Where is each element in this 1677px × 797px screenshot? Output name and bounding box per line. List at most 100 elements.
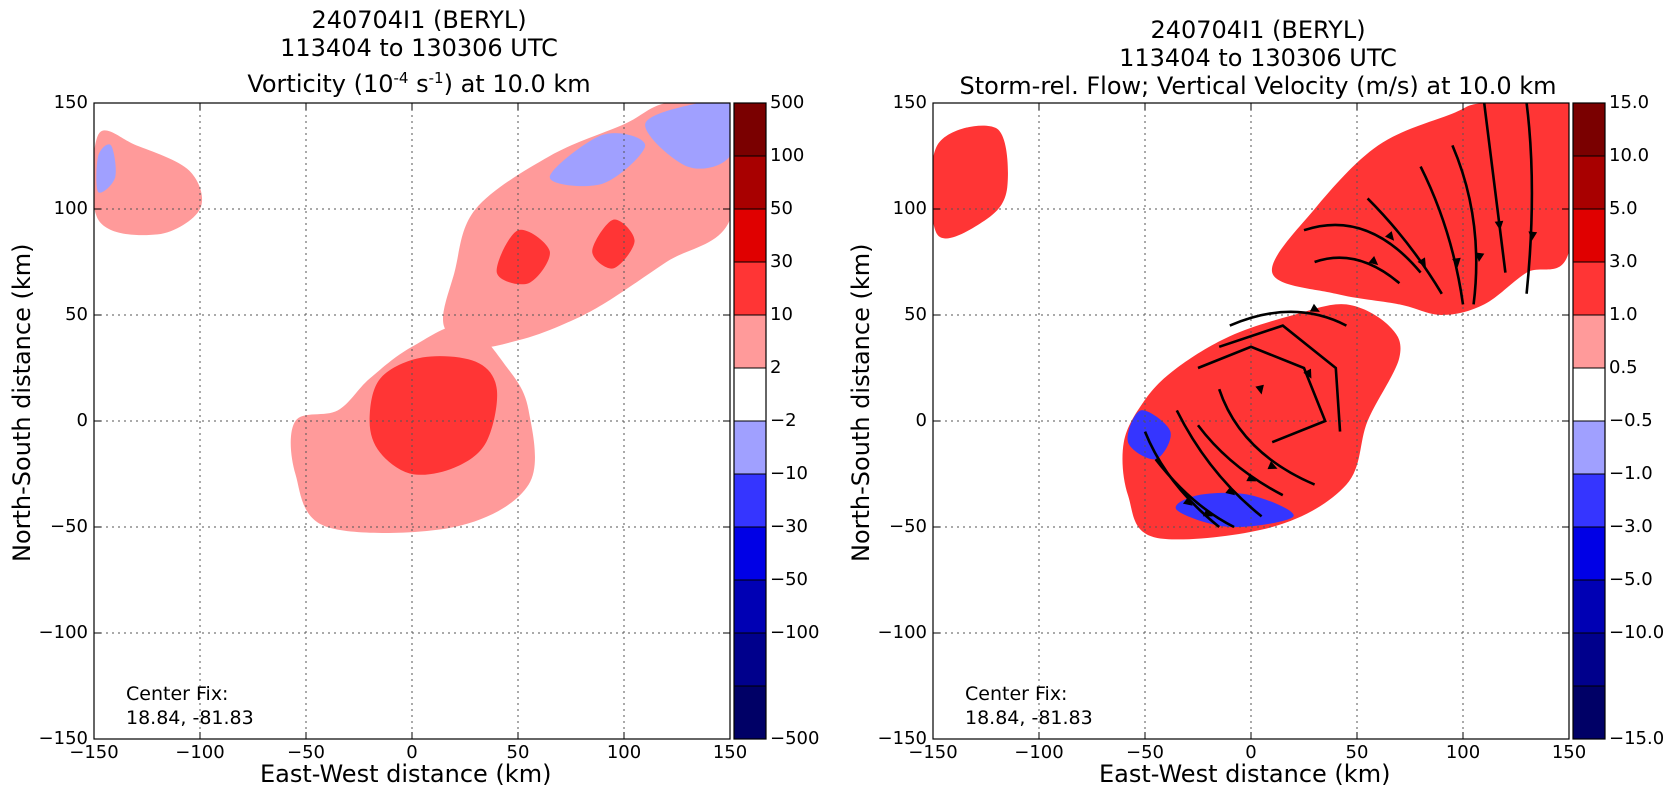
panel-title-line-2: 113404 to 130306 UTC: [1119, 44, 1397, 72]
x-tick-label: 0: [406, 742, 418, 763]
streamline-arrow: [1182, 496, 1193, 506]
colorbar-label: −30: [770, 516, 808, 537]
x-tick-label: 150: [1551, 742, 1587, 763]
x-tick-label: −100: [175, 742, 225, 763]
colorbar-cell: [1573, 527, 1605, 580]
x-tick-label: 100: [1445, 742, 1481, 763]
x-tick-label: 0: [1245, 742, 1257, 763]
center-fix-label: Center Fix:: [126, 683, 229, 705]
y-tick-label: 100: [53, 198, 88, 219]
colorbar-cell: [1573, 686, 1605, 739]
y-axis-label: North-South distance (km): [847, 243, 875, 563]
y-tick-label: −50: [50, 516, 88, 537]
colorbar-cell: [734, 315, 766, 368]
x-tick-label: 100: [606, 742, 642, 763]
streamline: [1154, 458, 1235, 529]
colorbar-label: −3.0: [1609, 516, 1653, 537]
streamline-arrow: [1494, 220, 1504, 231]
colorbar-label: −15.0: [1609, 728, 1665, 749]
colorbar-label: −2: [770, 410, 797, 431]
x-tick-label: 150: [712, 742, 748, 763]
colorbar-cell: [1573, 633, 1605, 686]
colorbar-cell: [1573, 262, 1605, 315]
colorbar-label: −50: [770, 569, 808, 590]
contour-region: [369, 356, 498, 475]
streamline: [1366, 197, 1443, 295]
colorbar-label: −100: [770, 622, 820, 643]
title3-sup1: -4: [393, 69, 409, 87]
y-tick-label: 50: [904, 304, 927, 325]
streamline-arrow: [1309, 303, 1320, 312]
colorbar-label: 3.0: [1609, 251, 1638, 272]
vorticity-panel: 240704I1 (BERYL) 113404 to 130306 UTC Vo…: [0, 0, 838, 797]
x-tick-label: −150: [69, 742, 119, 763]
streamline-arrow: [1225, 486, 1236, 496]
colorbar-cell: [734, 421, 766, 474]
x-tick-label: −50: [1126, 742, 1164, 763]
colorbar-label: 10: [770, 304, 793, 325]
colorbar-cell: [1573, 209, 1605, 262]
colorbar-cell: [734, 209, 766, 262]
colorbar-label: −10.0: [1609, 622, 1665, 643]
colorbar-label: 50: [770, 198, 793, 219]
streamline: [1525, 103, 1534, 294]
y-tick-label: −100: [877, 622, 927, 643]
contour-region: [1175, 492, 1294, 528]
colorbar-cell: [734, 686, 766, 739]
streamline-arrow: [1528, 231, 1538, 241]
x-tick-label: 50: [1345, 742, 1369, 763]
streamline-arrow: [1255, 384, 1264, 395]
streamline-arrow: [1246, 473, 1257, 482]
contour-region: [933, 125, 1008, 239]
colorbar-label: 500: [770, 92, 805, 113]
colorbar-cell: [734, 580, 766, 633]
y-tick-label: 0: [915, 410, 927, 431]
panel-title-line-2: 113404 to 130306 UTC: [280, 34, 558, 62]
streamline-arrow: [1202, 508, 1213, 517]
colorbar-cell: [734, 527, 766, 580]
streamline-arrow: [1452, 257, 1461, 268]
plot-regions: [94, 103, 730, 533]
streamline: [1229, 310, 1347, 327]
streamline: [1196, 424, 1284, 497]
colorbar-cell: [734, 474, 766, 527]
y-tick-label: 50: [65, 304, 88, 325]
y-axis-label: North-South distance (km): [8, 243, 36, 563]
colorbar-label: 30: [770, 251, 793, 272]
x-tick-label: −100: [1014, 742, 1064, 763]
streamline: [1218, 324, 1342, 432]
panel-title-line-3: Storm-rel. Flow; Vertical Velocity (m/s)…: [959, 72, 1557, 100]
colorbar-label: 1.0: [1609, 304, 1638, 325]
colorbar-label: −500: [770, 728, 820, 749]
streamline: [1482, 103, 1507, 273]
x-axis-label: East-West distance (km): [1099, 760, 1391, 788]
colorbar-label: −0.5: [1609, 410, 1653, 431]
y-tick-label: −150: [38, 728, 88, 749]
streamline-arrow: [1267, 461, 1278, 470]
streamline-arrow: [1368, 256, 1379, 266]
contour-region: [496, 229, 550, 285]
colorbar-label: 100: [770, 145, 805, 166]
streamline: [1419, 166, 1465, 305]
y-tick-label: −100: [38, 622, 88, 643]
x-tick-label: 50: [506, 742, 530, 763]
vertical-velocity-plot: [932, 102, 1606, 740]
streamline-arrow: [1417, 257, 1426, 268]
colorbar-cell: [1573, 315, 1605, 368]
streamline-arrow: [1384, 231, 1395, 241]
x-axis-label: East-West distance (km): [260, 760, 552, 788]
panel-title-line-1: 240704I1 (BERYL): [1150, 16, 1366, 44]
colorbar-label: 0.5: [1609, 357, 1638, 378]
colorbar-label: 10.0: [1609, 145, 1650, 166]
panel-title-line-1: 240704I1 (BERYL): [311, 6, 527, 34]
colorbar-label: −5.0: [1609, 569, 1653, 590]
streamline-arrow: [1475, 252, 1485, 262]
streamline-arrow: [1303, 368, 1312, 379]
contour-region: [443, 103, 730, 348]
x-tick-label: −50: [287, 742, 325, 763]
panel-title-line-3: Vorticity (10-4 s-1) at 10.0 km: [0, 64, 838, 98]
vorticity-plot: [93, 102, 767, 740]
colorbar-frame: [733, 102, 767, 740]
colorbar-cell: [1573, 580, 1605, 633]
y-tick-label: 0: [76, 410, 88, 431]
